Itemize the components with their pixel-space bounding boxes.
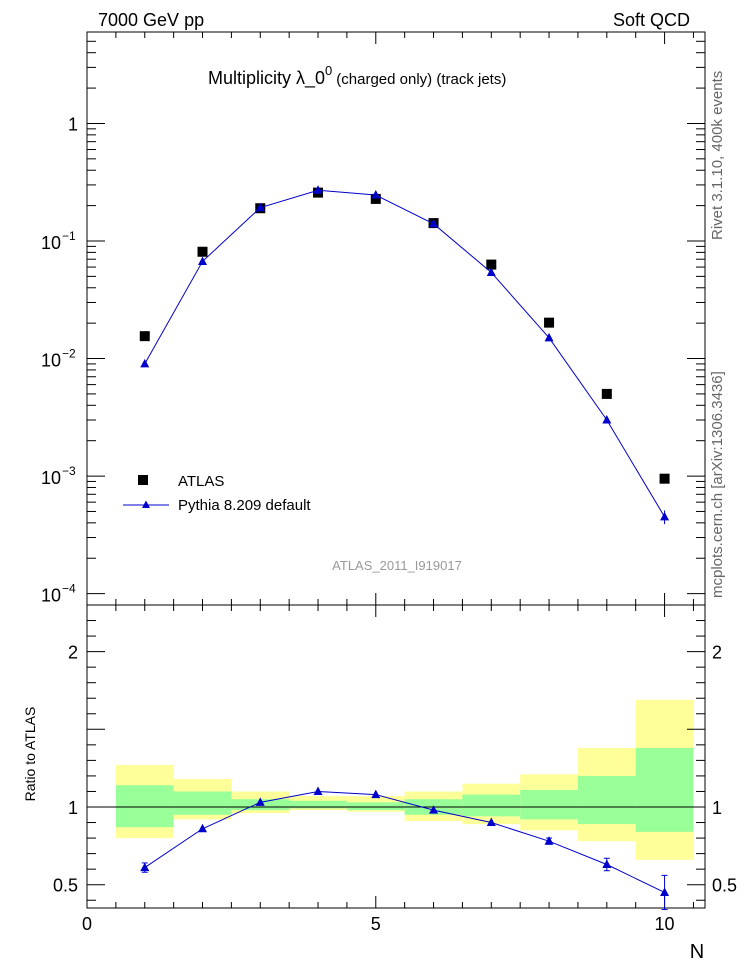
ratio-y-tick-label: 1 <box>68 798 78 818</box>
ratio-axis-label: Ratio to ATLAS <box>22 707 38 802</box>
atlas-data-point <box>370 193 381 204</box>
rivet-label: Rivet 3.1.10, 400k events <box>709 71 726 240</box>
y-tick-exponent: −3 <box>62 464 76 478</box>
pythia-data-point <box>198 256 208 265</box>
ratio-y-tick-label: 2 <box>68 643 78 663</box>
ratio-pythia-point <box>371 789 381 799</box>
pythia-data-point <box>660 511 670 521</box>
legend-atlas-label: ATLAS <box>178 473 224 490</box>
axis-ticks <box>86 31 705 908</box>
ratio-pythia-point <box>429 805 439 814</box>
x-tick-label: 0 <box>82 914 92 934</box>
ratio-uncertainty-bands <box>87 699 705 860</box>
ratio-y-tick-label: 0.5 <box>53 876 78 896</box>
pythia-data-point <box>544 332 554 342</box>
y-tick-label: 1 <box>68 114 78 134</box>
pythia-data-point <box>602 414 612 424</box>
legend: ATLAS Pythia 8.209 default <box>123 473 311 514</box>
ratio-y-tick-label-right: 1 <box>712 798 722 818</box>
ratio-pythia-point <box>544 836 554 845</box>
ratio-pythia-point <box>486 817 496 827</box>
ratio-pythia-point <box>602 859 612 868</box>
ratio-plot-frame <box>86 604 706 909</box>
ratio-pythia-point <box>140 862 150 872</box>
atlas-data-point <box>139 331 150 342</box>
plot-title-sup: 0 <box>325 63 332 78</box>
process-label: Soft QCD <box>613 10 690 30</box>
pythia-data-point <box>486 267 496 276</box>
green-band-bin <box>289 800 347 809</box>
ratio-y-tick-label-right: 0.5 <box>712 876 737 896</box>
y-tick-label: 10 <box>41 233 61 253</box>
analysis-watermark: ATLAS_2011_I919017 <box>332 558 462 573</box>
atlas-data-point <box>197 246 208 257</box>
green-band-bin <box>346 802 405 811</box>
ratio-pythia-point <box>313 786 323 795</box>
atlas-data-point <box>601 388 612 399</box>
plot-title-main: Multiplicity λ_0 <box>208 68 325 89</box>
y-tick-exponent: −1 <box>62 229 76 243</box>
y-tick-exponent: −2 <box>62 347 76 361</box>
ratio-y-tick-label-right: 2 <box>712 643 722 663</box>
y-tick-label: 10 <box>41 468 61 488</box>
mcplots-label: mcplots.cern.ch [arXiv:1306.3436] <box>709 371 726 598</box>
green-band-bin <box>577 775 636 825</box>
data-series <box>139 185 670 911</box>
legend-pythia-label: Pythia 8.209 default <box>178 497 311 514</box>
ratio-pythia-point <box>255 797 265 806</box>
green-band-bin <box>173 791 232 815</box>
x-axis-label: N <box>690 941 704 963</box>
green-band-bin <box>520 789 578 820</box>
pythia-data-point <box>429 218 439 228</box>
y-tick-exponent: −4 <box>62 582 76 596</box>
green-band-bin <box>115 785 174 828</box>
pythia-data-point <box>371 190 381 199</box>
energy-label: 7000 GeV pp <box>98 10 204 30</box>
plot-title: Multiplicity λ_00 (charged only) (track j… <box>208 63 506 89</box>
atlas-data-point <box>544 317 555 328</box>
atlas-data-point <box>659 473 670 484</box>
plot-title-sub: (charged only) (track jets) <box>336 71 506 88</box>
legend-atlas-marker <box>138 475 148 485</box>
atlas-data-point <box>486 259 497 270</box>
y-tick-label: 10 <box>41 351 61 371</box>
ratio-pythia-point <box>198 823 208 833</box>
ratio-pythia-point <box>660 887 670 896</box>
x-tick-label: 10 <box>655 914 675 934</box>
legend-pythia-marker <box>142 500 150 508</box>
pythia-data-point <box>140 358 150 368</box>
pythia-curve <box>144 189 665 518</box>
green-band-bin <box>635 747 694 832</box>
x-tick-label: 5 <box>371 914 381 934</box>
pythia-data-point <box>313 185 323 194</box>
upper-plot-frame <box>86 31 706 606</box>
pythia-data-point <box>255 202 265 212</box>
plot-frames <box>86 31 706 909</box>
y-tick-label: 10 <box>41 586 61 606</box>
green-band-bin <box>462 794 521 817</box>
ratio-pythia-curve <box>144 790 665 893</box>
